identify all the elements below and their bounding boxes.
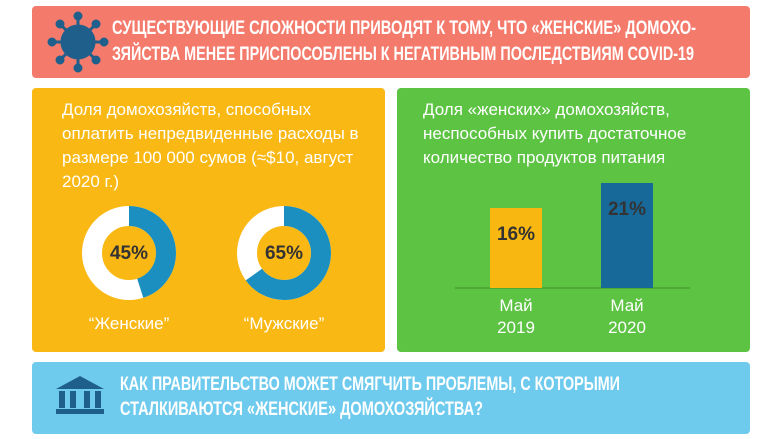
footer-box (32, 362, 750, 434)
footer-question: СТАЛКИВАЮТСЯ «ЖЕНСКИЕ» ДОМОХОЗЯЙСТВА? (120, 398, 483, 420)
bar (601, 183, 653, 288)
virus-icon (47, 11, 109, 73)
chart-title: Доля «женских» домохозяйств, неспособных… (423, 100, 687, 167)
donut-arc (237, 206, 331, 300)
footer-question: КАК ПРАВИТЕЛЬСТВО МОЖЕТ СМЯГЧИТЬ ПРОБЛЕМ… (120, 374, 620, 395)
header-box (32, 6, 750, 78)
header-title: ЗЯЙСТВА МЕНЕЕ ПРИСПОСОБЛЕНЫ К НЕГАТИВНЫМ… (112, 43, 694, 65)
bar (490, 208, 542, 288)
donut-arc (82, 206, 176, 300)
category-label: “Мужские” (243, 314, 325, 333)
value-label: 65% (265, 243, 303, 264)
right-panel (397, 88, 750, 352)
chart-title: Доля домохозяйств, способных оплатить не… (62, 100, 359, 191)
header-title: СУЩЕСТВУЮЩИЕ СЛОЖНОСТИ ПРИВОДЯТ К ТОМУ, … (112, 18, 696, 39)
category-label: “Женские” (88, 314, 170, 333)
value-label: 45% (110, 243, 148, 264)
value-label: 21% (608, 199, 646, 220)
bank-icon (56, 376, 104, 414)
value-label: 16% (497, 224, 535, 245)
category-label: Май 2020 (608, 296, 646, 337)
category-label: Май 2019 (497, 296, 535, 337)
